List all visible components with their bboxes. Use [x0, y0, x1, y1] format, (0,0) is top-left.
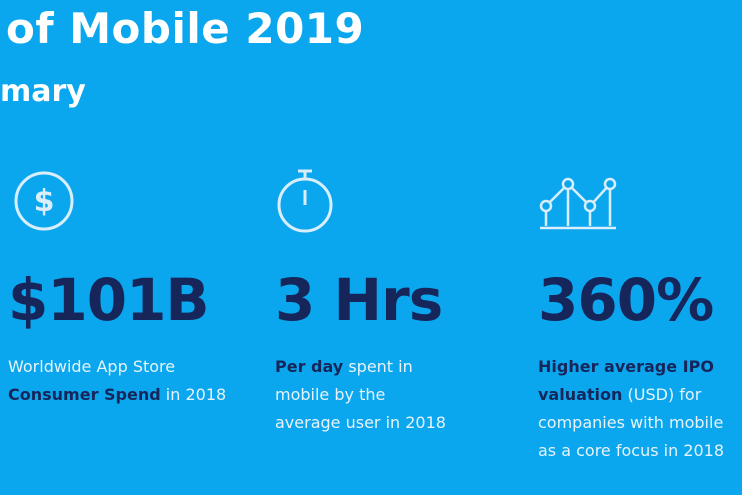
title: of Mobile 2019: [6, 4, 365, 53]
bold-text: Consumer Spend: [8, 385, 161, 404]
stat-value: 3 Hrs: [275, 266, 443, 334]
stat-card: 3 Hrs Per day spent in mobile by the ave…: [275, 168, 475, 432]
text: spent in mobile by the average user in 2…: [275, 357, 446, 432]
stat-description: Per day spent in mobile by the average u…: [275, 353, 450, 437]
subtitle: mary: [0, 74, 86, 109]
stat-card: 360% Higher average IPO valuation (USD) …: [538, 168, 738, 460]
dollar-icon: $: [14, 171, 74, 231]
chart-icon: [539, 177, 617, 230]
bold-text: Per day: [275, 357, 344, 376]
bold-text: Higher average IPO valuation: [538, 357, 714, 404]
stat-value: $101B: [8, 266, 210, 334]
stat-card: $ $101B Worldwide App Store Consumer Spe…: [8, 168, 233, 404]
stat-description: Higher average IPO valuation (USD) for c…: [538, 353, 738, 465]
svg-text:$: $: [34, 184, 55, 219]
stat-value: 360%: [538, 266, 714, 334]
stat-description: Worldwide App Store Consumer Spend in 20…: [8, 353, 228, 409]
text: Worldwide App Store: [8, 357, 176, 376]
text: (USD) for companies with mobile as a cor…: [538, 385, 725, 460]
stopwatch-icon: [277, 169, 333, 233]
text: in 2018: [160, 385, 227, 404]
